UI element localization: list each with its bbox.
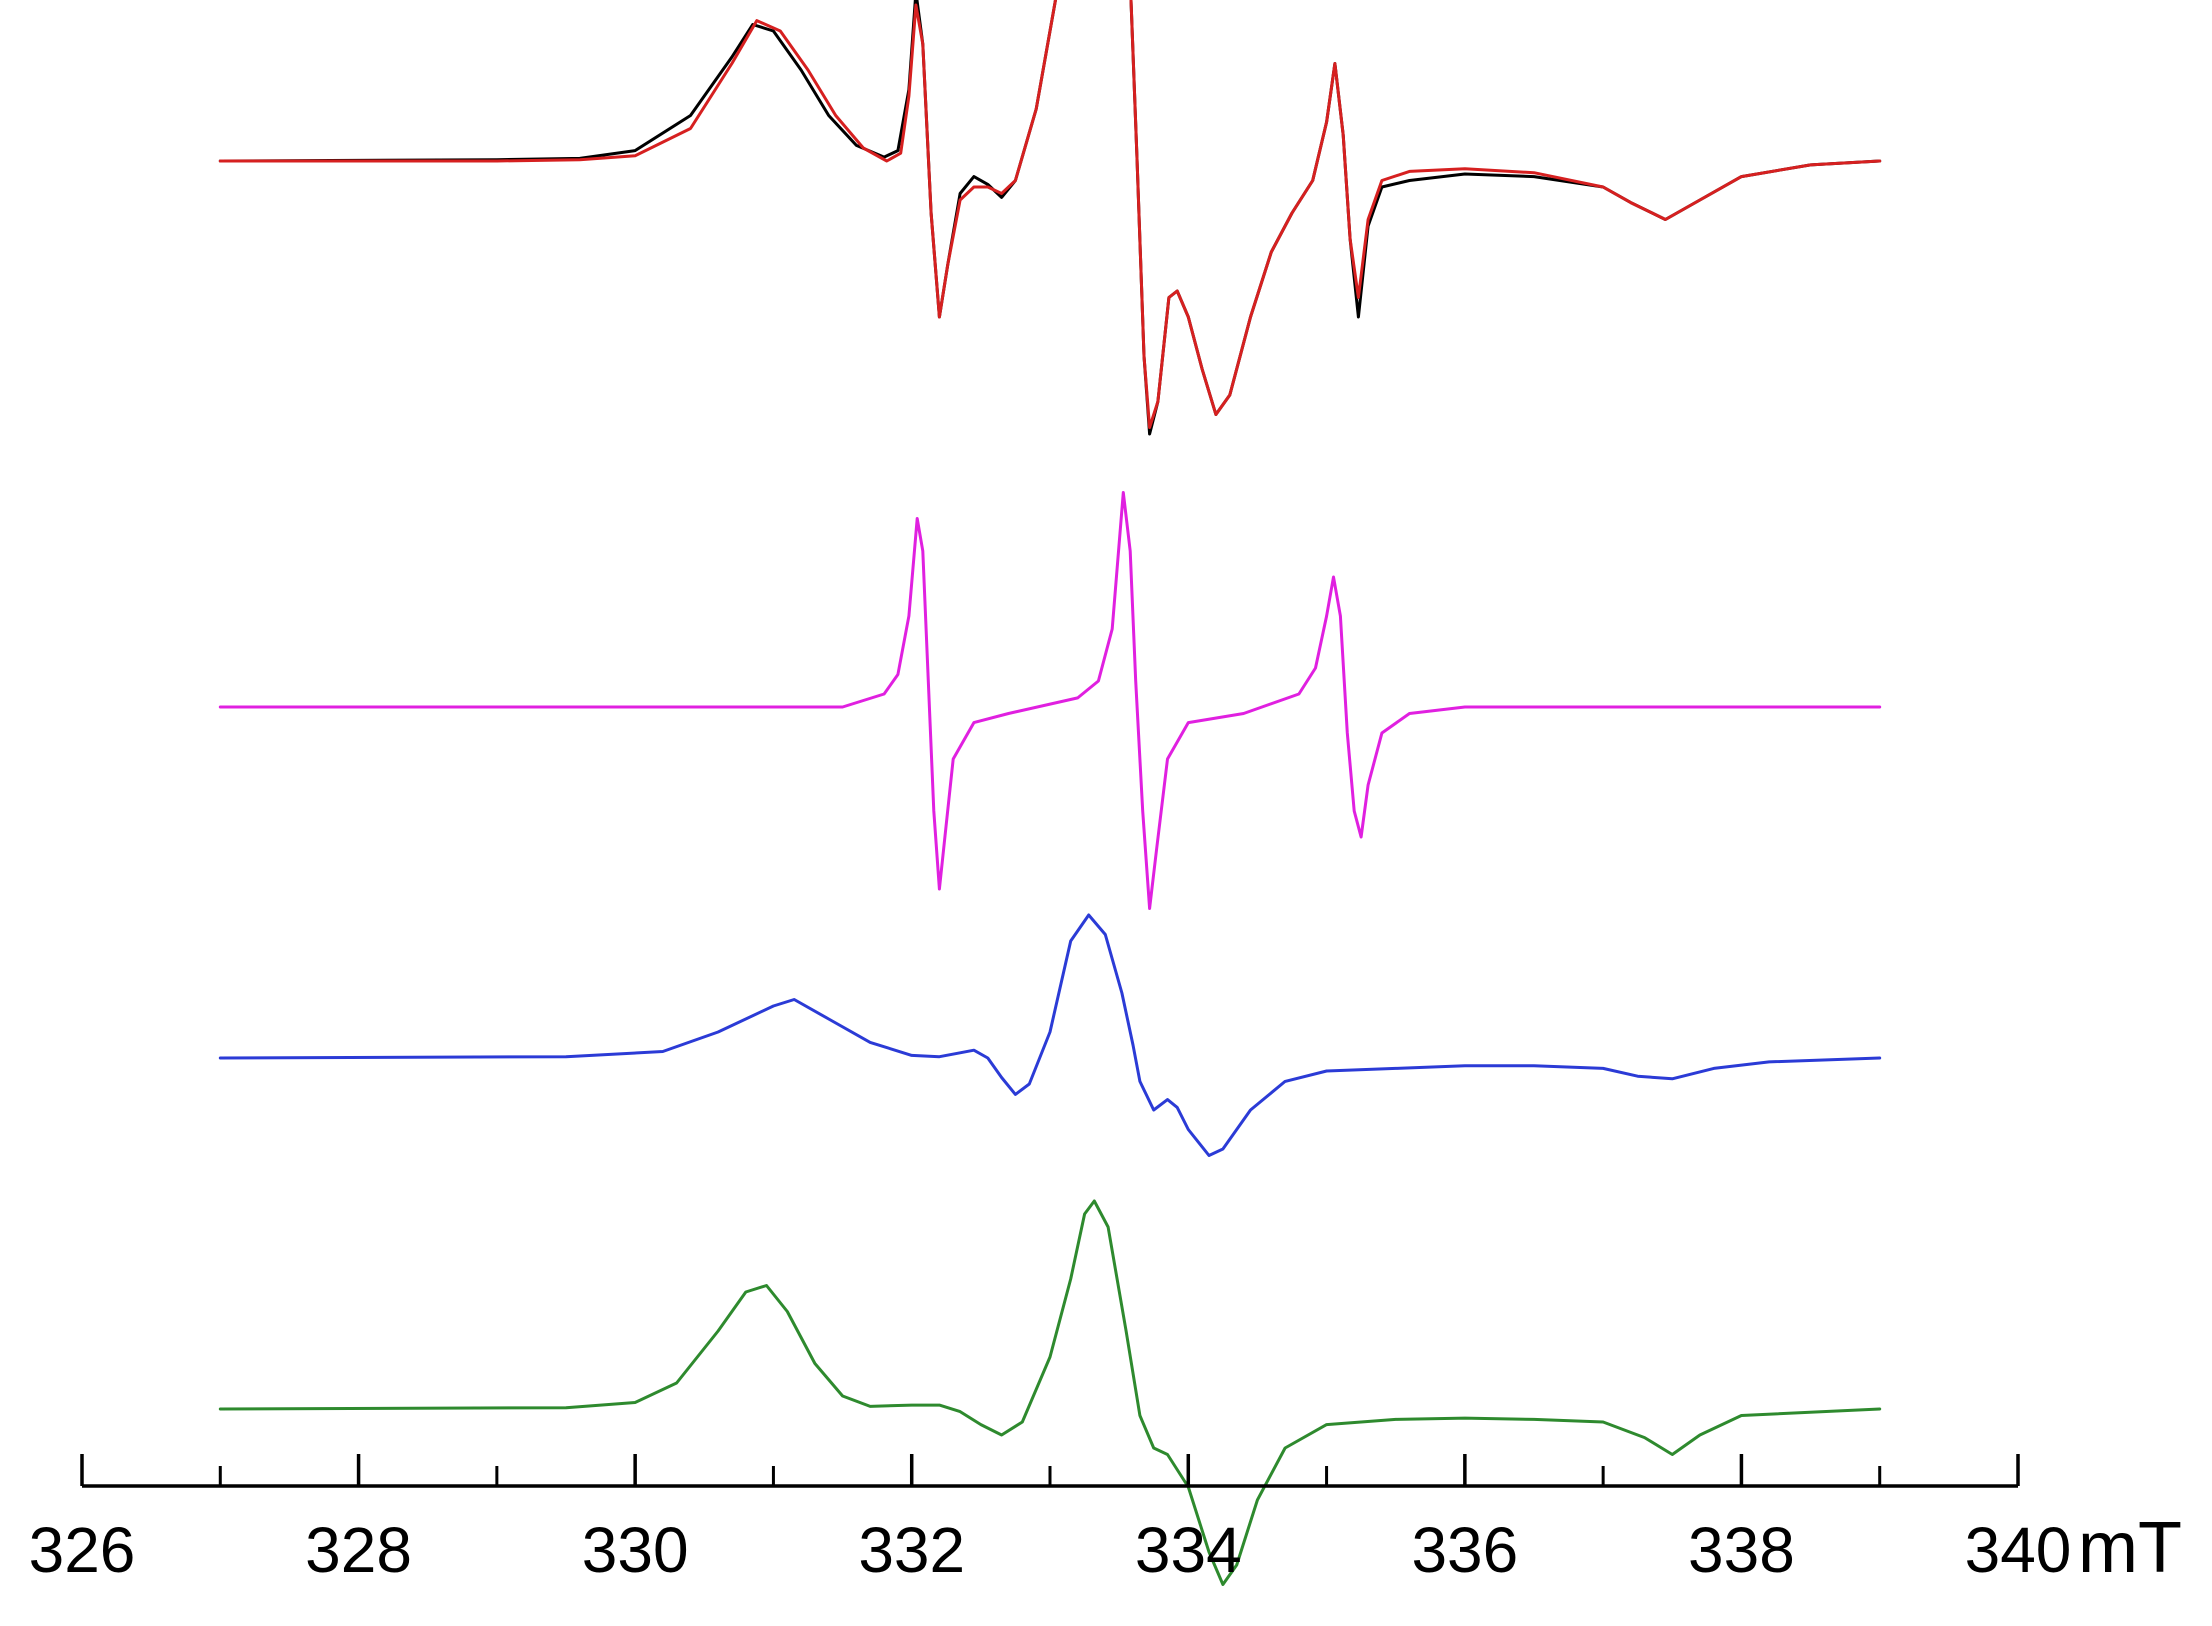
x-tick-label: 338 [1688,1514,1795,1586]
x-axis: 326 328 330 332 334 336 338 340 [29,1454,2072,1586]
x-tick-label: 334 [1135,1514,1242,1586]
spectrum-line-3 [218,491,1882,910]
spectrum-line-1 [218,0,1882,436]
spectrum-line-4 [218,913,1882,1157]
x-tick-label: 332 [858,1514,965,1586]
x-tick-label: 330 [582,1514,689,1586]
x-tick-label: 336 [1411,1514,1518,1586]
x-tick-label: 326 [29,1514,136,1586]
spectrum-line-2 [218,0,1882,429]
x-axis-unit-label: mT [2078,1508,2182,1588]
series-layer [218,0,1882,1586]
spectrum-line-5 [218,1199,1882,1586]
x-tick-label: 340 [1965,1514,2072,1586]
x-tick-label: 328 [305,1514,412,1586]
